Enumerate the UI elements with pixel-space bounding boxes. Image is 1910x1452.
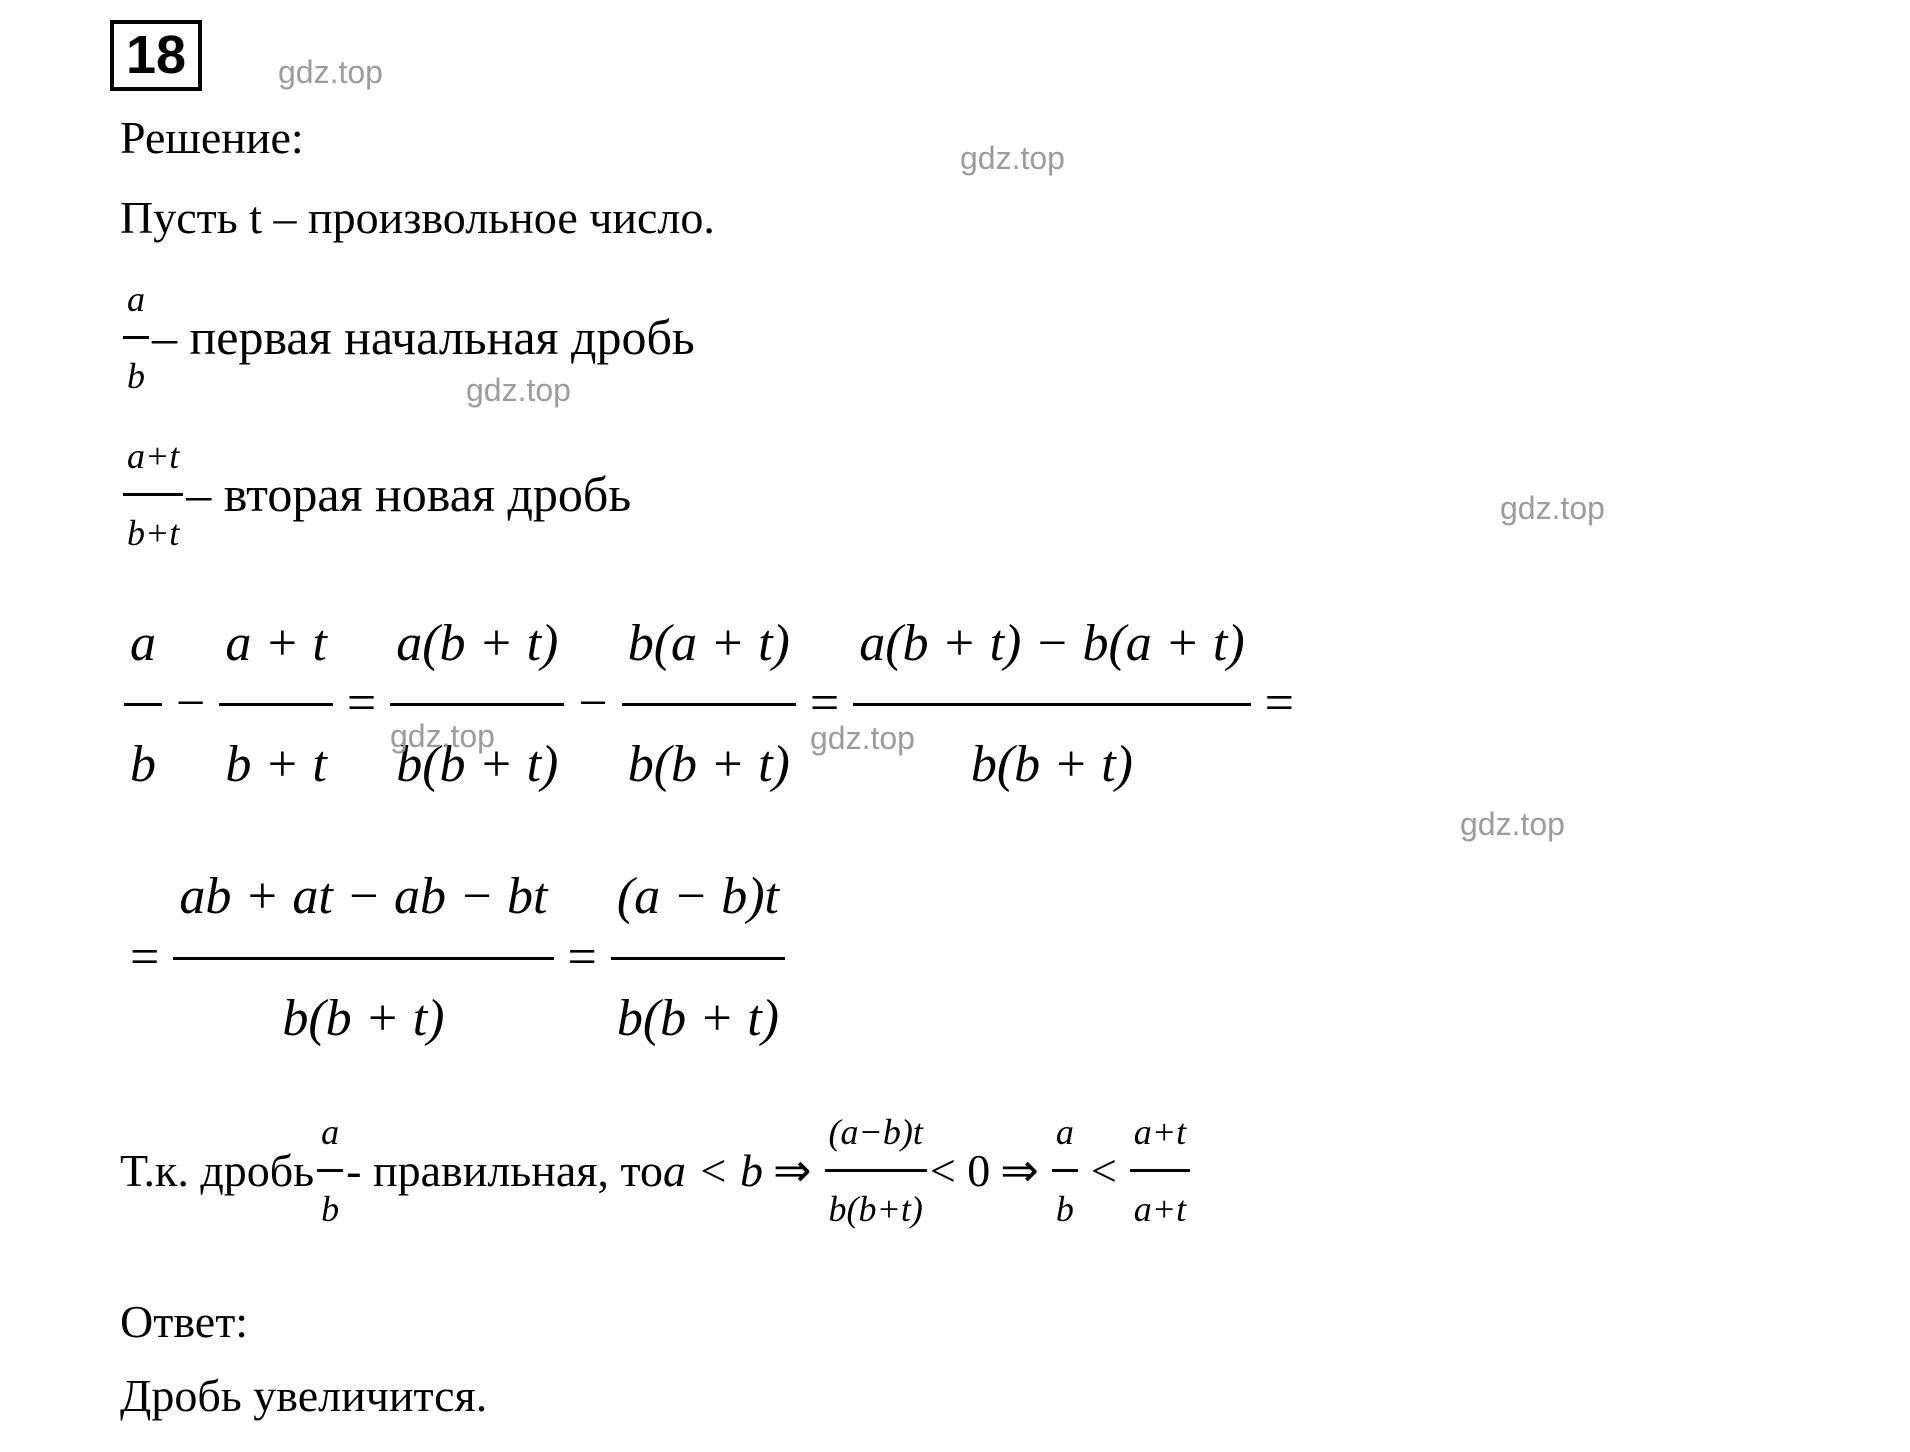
fraction-a-over-b-2: a b [317, 1096, 343, 1245]
solution-body: Решение: Пусть t – произвольное число. a… [120, 101, 1800, 1432]
equals-icon: = [558, 901, 607, 1015]
problem-number: 18 [126, 25, 186, 85]
equals-icon: = [800, 647, 849, 761]
frac-1: a b [124, 587, 162, 823]
implies-icon: ⇒ [990, 1125, 1049, 1217]
less-than-icon: < [1081, 1125, 1127, 1217]
frac-5: a(b + t) − b(a + t) b(b + t) [853, 587, 1250, 823]
conclusion-line: Т.к. дробь a b - правильная, то a < b ⇒ … [120, 1096, 1800, 1245]
solution-label: Решение: [120, 101, 1800, 175]
second-fraction-desc: – вторая новая дробь [186, 444, 631, 544]
frac-4: b(a + t) b(b + t) [622, 587, 796, 823]
frac-7: (a − b)t b(b + t) [611, 840, 785, 1076]
line-let-t: Пусть t – произвольное число. [120, 181, 1800, 255]
answer-block: Ответ: Дробь увеличится. [120, 1285, 1800, 1432]
derivation-line-1: a b − a + t b + t = a(b + t) b(b + t) − … [120, 587, 1800, 823]
frac-3: a(b + t) b(b + t) [390, 587, 564, 823]
line-second-fraction: a+t b+t – вторая новая дробь [120, 420, 1800, 569]
derivation-line-2: = ab + at − ab − bt b(b + t) = (a − b)t … [120, 840, 1800, 1076]
line-first-fraction: a b – первая начальная дробь [120, 263, 1800, 412]
first-fraction-desc: – первая начальная дробь [152, 287, 695, 387]
minus-icon: − [166, 647, 215, 761]
minus-icon: − [568, 647, 617, 761]
answer-label: Ответ: [120, 1285, 1800, 1359]
answer-text: Дробь увеличится. [120, 1359, 1800, 1433]
frac-2: a + t b + t [219, 587, 333, 823]
equals-icon: = [1255, 647, 1304, 761]
since-text: Т.к. дробь [120, 1125, 314, 1217]
frac-6: ab + at − ab − bt b(b + t) [173, 840, 553, 1076]
fraction-at-over-at: a+t a+t [1130, 1096, 1190, 1245]
problem-number-box: 18 [110, 20, 202, 91]
math-solution-page: 18 Решение: Пусть t – произвольное число… [0, 0, 1910, 1452]
less-than-zero: < 0 [930, 1125, 990, 1217]
fraction-a-over-b: a b [123, 263, 149, 412]
fraction-a-over-b-3: a b [1052, 1096, 1078, 1245]
fraction-at-over-bt: a+t b+t [123, 420, 183, 569]
equals-icon: = [337, 647, 386, 761]
frac-result: (a−b)t b(b+t) [825, 1096, 927, 1245]
implies-icon: ⇒ [763, 1125, 822, 1217]
equals-icon: = [120, 901, 169, 1015]
proper-text: - правильная, то [346, 1125, 663, 1217]
a-less-b: a < b [663, 1125, 763, 1217]
